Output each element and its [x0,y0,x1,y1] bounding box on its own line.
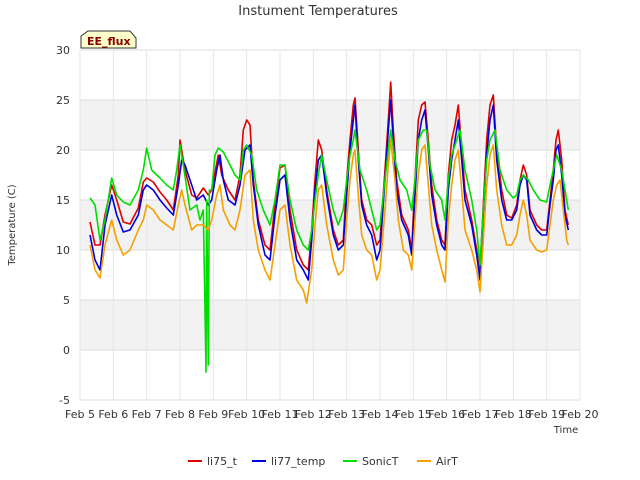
x-tick-label: Feb 9 [198,408,228,421]
background-band [80,100,580,150]
badge-box [80,30,137,49]
legend-label: AirT [436,455,458,468]
y-tick-label: 30 [56,44,70,57]
x-tick-label: Feb 6 [98,408,128,421]
y-tick-label: 10 [56,244,70,257]
x-tick-label: Feb 15 [395,408,432,421]
x-tick-label: Feb 19 [528,408,565,421]
series-line-sonict [89,129,570,373]
x-tick-label: Feb 13 [328,408,365,421]
background-bands [80,50,580,400]
y-axis-ticks: -5 0 5 10 15 20 25 30 [56,44,70,407]
y-tick-label: 15 [56,194,70,207]
x-tick-label: Feb 18 [495,408,532,421]
legend-item: SonicT [343,455,399,468]
legend: li75_t li77_temp SonicT AirT [188,455,458,468]
legend-item: AirT [417,455,458,468]
background-band [80,300,580,350]
x-tick-label: Feb 12 [295,408,332,421]
x-tick-label: Feb 17 [462,408,499,421]
x-tick-label: Feb 10 [228,408,265,421]
legend-item: li77_temp [252,455,325,468]
y-tick-label: 25 [56,94,70,107]
chart-title: Instument Temperatures [238,4,398,19]
background-band [80,50,580,100]
x-axis-label: Time [553,425,578,436]
legend-label: li77_temp [271,455,325,468]
x-tick-label: Feb 7 [132,408,162,421]
x-tick-label: Feb 20 [562,408,599,421]
y-tick-label: 5 [63,294,70,307]
ee-flux-badge: EE_flux [80,30,137,49]
background-band [80,250,580,300]
x-tick-label: Feb 8 [165,408,195,421]
series-line-airt [89,139,570,304]
background-band [80,350,580,400]
x-tick-label: Feb 5 [65,408,95,421]
series-layer [89,81,570,373]
x-tick-label: Feb 16 [428,408,465,421]
y-tick-label: 0 [63,344,70,357]
legend-item: li75_t [188,455,238,468]
y-tick-label: -5 [59,394,70,407]
x-tick-label: Feb 14 [362,408,399,421]
legend-label: li75_t [207,455,238,468]
legend-label: SonicT [362,455,399,468]
x-tick-label: Feb 11 [262,408,299,421]
y-tick-label: 20 [56,144,70,157]
badge-label: EE_flux [87,35,131,48]
y-axis-label: Temperature (C) [7,184,18,266]
